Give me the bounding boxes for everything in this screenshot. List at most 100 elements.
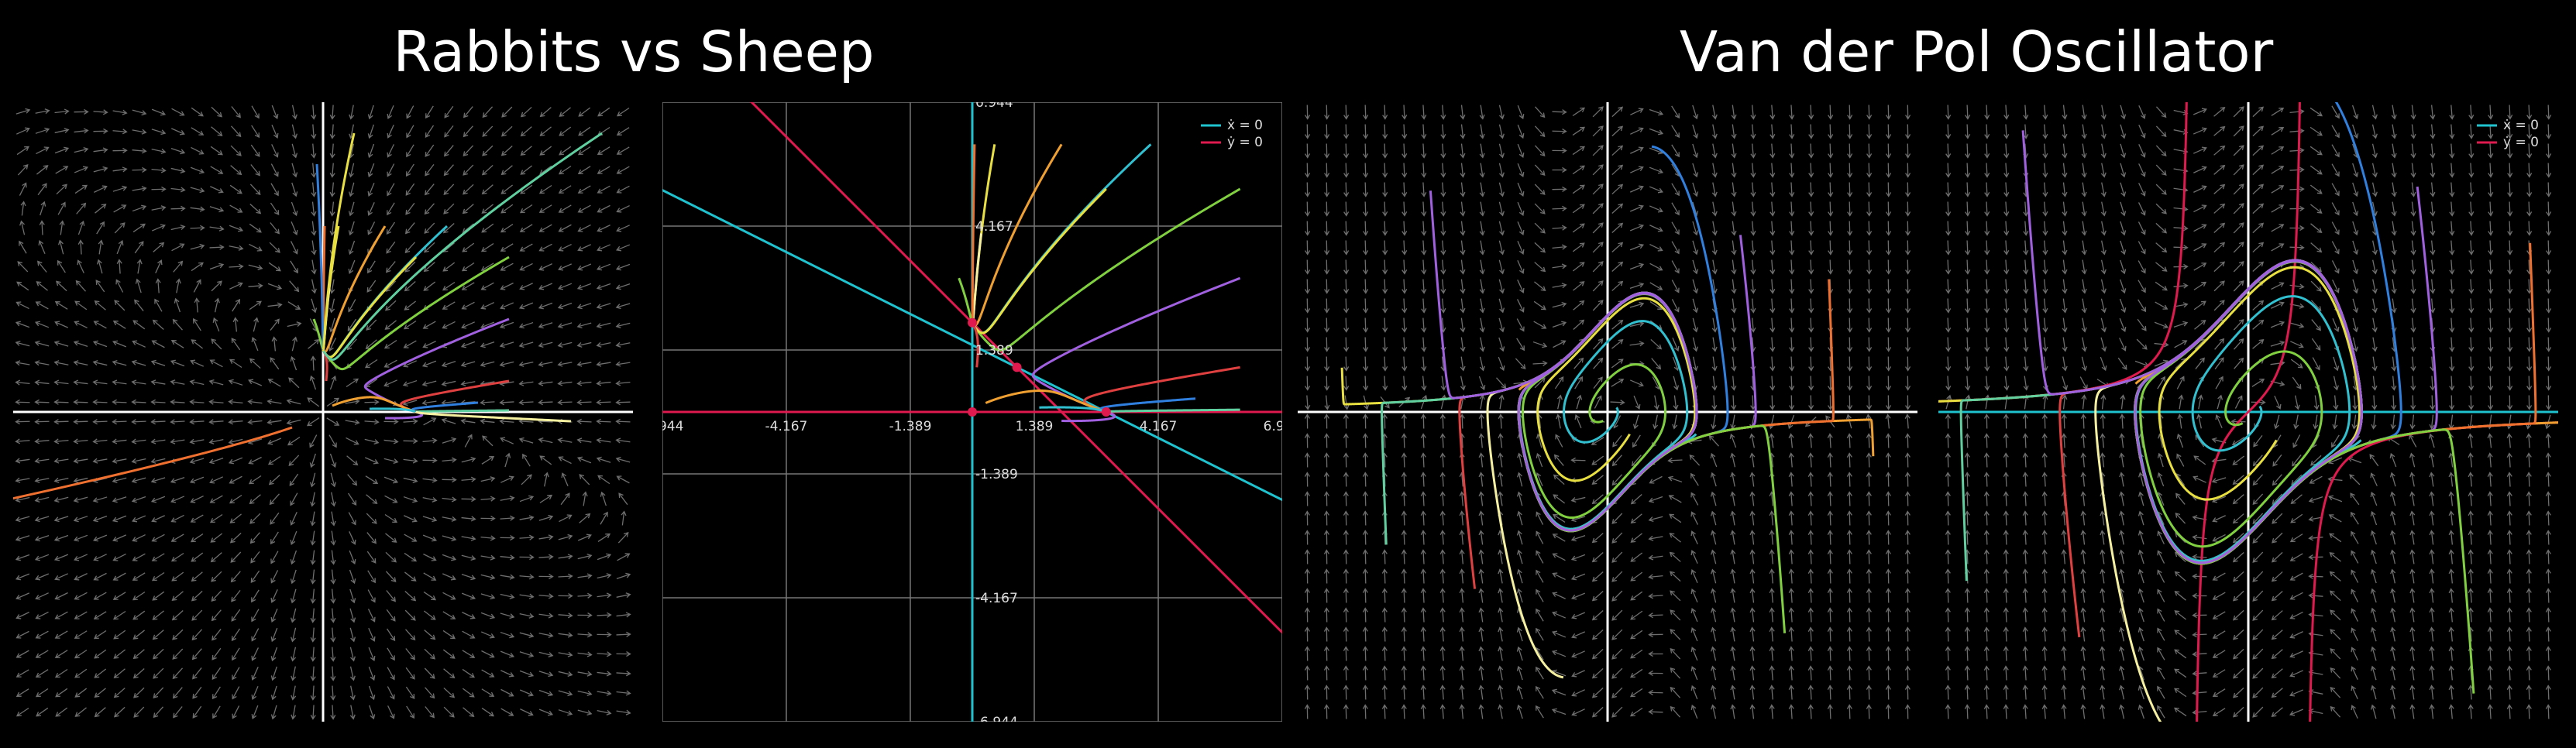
field-arrow <box>53 496 69 503</box>
field-arrow <box>538 514 554 521</box>
field-arrow <box>229 263 244 269</box>
field-arrow <box>349 588 356 604</box>
field-arrow <box>1847 240 1853 256</box>
field-arrow <box>404 515 418 523</box>
field-arrow <box>1401 163 1408 178</box>
field-arrow <box>1945 317 1952 333</box>
field-arrow <box>1711 182 1718 197</box>
field-arrow <box>1629 224 1644 232</box>
field-arrow <box>2233 145 2244 156</box>
field-arrow <box>1671 260 1680 274</box>
field-arrow <box>271 105 279 120</box>
field-arrow <box>1305 298 1311 314</box>
field-arrow <box>53 419 69 425</box>
field-arrow <box>73 477 88 483</box>
field-arrow <box>2100 317 2107 333</box>
field-arrow <box>35 592 49 600</box>
field-arrow <box>1362 626 1368 642</box>
field-arrow <box>151 148 167 154</box>
field-arrow <box>249 358 261 369</box>
field-arrow <box>2041 433 2048 448</box>
field-arrow <box>349 685 356 701</box>
field-arrow <box>1439 413 1446 429</box>
field-arrow <box>2252 532 2264 544</box>
field-arrow <box>1534 203 1546 214</box>
field-arrow <box>1945 588 1951 603</box>
field-arrow <box>463 106 473 118</box>
field-arrow <box>1710 472 1717 487</box>
field-arrow <box>1401 124 1408 139</box>
field-arrow <box>616 204 630 213</box>
field-arrow <box>349 569 356 585</box>
field-arrow <box>74 573 88 581</box>
field-arrow <box>15 108 31 115</box>
field-arrow <box>310 530 316 546</box>
field-arrow <box>1692 317 1699 333</box>
field-arrow <box>1440 143 1446 159</box>
field-arrow <box>208 458 224 465</box>
field-arrow <box>1305 201 1311 217</box>
field-arrow <box>1362 685 1368 700</box>
field-arrow <box>1629 301 1645 308</box>
field-arrow <box>383 379 397 387</box>
field-arrow <box>1731 395 1737 410</box>
field-arrow <box>2292 455 2302 467</box>
field-arrow <box>270 512 280 525</box>
field-arrow <box>1984 317 1990 333</box>
field-arrow <box>1536 685 1544 699</box>
field-arrow <box>2061 607 2067 623</box>
field-arrow <box>1420 588 1426 603</box>
field-arrow <box>1711 704 1717 719</box>
field-arrow <box>2062 143 2068 159</box>
field-arrow <box>367 260 376 274</box>
field-arrow <box>212 667 222 680</box>
field-arrow <box>1886 182 1892 197</box>
field-arrow <box>2252 164 2265 176</box>
field-arrow <box>1611 379 1625 387</box>
field-arrow <box>1305 105 1311 120</box>
field-arrow <box>1498 221 1505 236</box>
field-arrow <box>403 496 418 503</box>
field-arrow <box>1710 491 1717 506</box>
field-arrow <box>1866 337 1873 352</box>
field-arrow <box>1324 105 1330 120</box>
field-arrow <box>520 184 533 194</box>
field-arrow <box>1692 124 1699 139</box>
field-arrow <box>2061 530 2067 545</box>
field-arrow <box>425 105 434 119</box>
field-arrow <box>2290 494 2303 504</box>
field-arrow <box>1498 279 1505 294</box>
field-arrow <box>2003 317 2010 333</box>
field-arrow <box>1421 376 1427 391</box>
field-arrow <box>2252 474 2263 486</box>
field-arrow <box>1401 259 1408 275</box>
field-arrow <box>2271 591 2283 602</box>
field-arrow <box>387 144 394 158</box>
field-arrow <box>538 671 554 678</box>
field-arrow <box>2003 510 2009 526</box>
field-arrow <box>2157 627 2165 641</box>
field-arrow <box>191 552 204 562</box>
field-arrow <box>54 321 69 328</box>
field-arrow <box>615 437 631 444</box>
field-arrow <box>577 244 591 252</box>
field-arrow <box>1730 510 1736 526</box>
field-arrow <box>1343 201 1350 217</box>
field-arrow <box>1847 298 1853 314</box>
field-arrow <box>1807 510 1814 526</box>
field-arrow <box>1401 221 1408 236</box>
field-arrow <box>442 573 456 581</box>
field-arrow <box>1769 356 1776 372</box>
field-arrow <box>2003 356 2010 372</box>
field-arrow <box>1769 143 1776 159</box>
field-arrow <box>1517 124 1525 139</box>
field-arrow <box>1964 704 1970 719</box>
field-arrow <box>248 379 263 386</box>
field-arrow <box>1570 457 1586 463</box>
field-arrow <box>1554 376 1564 389</box>
field-arrow <box>617 532 629 544</box>
field-arrow <box>2233 184 2244 195</box>
field-arrow <box>249 532 260 544</box>
field-arrow <box>424 203 435 215</box>
field-arrow <box>1749 646 1756 661</box>
